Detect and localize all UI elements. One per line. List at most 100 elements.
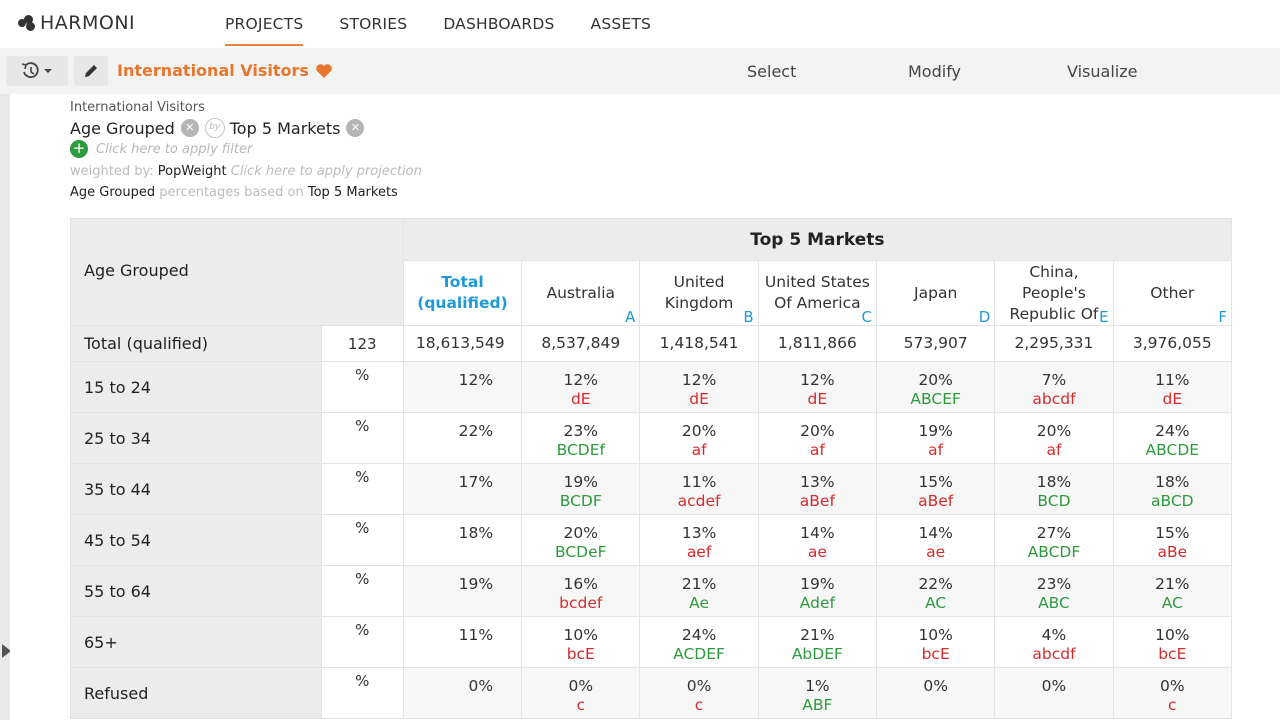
column-header-china[interactable]: China, People's Republic Of E bbox=[994, 260, 1114, 326]
table-row: 55 to 64% 19% 16% bcdef 21% Ae 19% Adef 22% AC 23%… bbox=[70, 565, 1233, 617]
significance-letters: BCD bbox=[1037, 492, 1071, 510]
cell-value: 11% bbox=[681, 473, 717, 491]
table-cell: 18,613,549 bbox=[402, 325, 523, 362]
table-cell: 0% bbox=[402, 667, 523, 719]
row-stat: % bbox=[320, 565, 404, 617]
row-label[interactable]: 25 to 34 bbox=[70, 412, 322, 464]
nav-projects[interactable]: PROJECTS bbox=[207, 0, 321, 48]
significance-letters: Adef bbox=[799, 594, 835, 612]
table-row: 25 to 34% 22% 23% BCDEf 20% af 20% af 19% af 20% af… bbox=[70, 412, 1233, 464]
row-variable[interactable]: Age Grouped bbox=[70, 118, 175, 138]
cell-value: 27% bbox=[1036, 524, 1072, 542]
table-cell: 1,811,866 bbox=[757, 325, 878, 362]
table-cell: 20% af bbox=[639, 412, 759, 464]
mode-modify[interactable]: Modify bbox=[908, 62, 962, 81]
row-label[interactable]: Total (qualified) bbox=[70, 325, 322, 362]
cell-value: 7% bbox=[1041, 371, 1067, 389]
table-row: 45 to 54% 18% 20% BCDeF 13% aef 14% ae 14% ae 27% A… bbox=[70, 514, 1233, 566]
cell-value: 12% bbox=[458, 371, 494, 389]
row-label[interactable]: 35 to 44 bbox=[70, 463, 322, 515]
nav-assets[interactable]: ASSETS bbox=[590, 15, 652, 33]
table-cell: 3,976,055 bbox=[1112, 325, 1233, 362]
significance-letters: abcdf bbox=[1032, 390, 1076, 408]
row-stat: % bbox=[320, 667, 404, 719]
significance-letters: Ae bbox=[689, 594, 709, 612]
significance-letters: af bbox=[1046, 441, 1062, 459]
significance-letters: bcdef bbox=[559, 594, 603, 612]
weight-variable[interactable]: PopWeight bbox=[157, 164, 227, 179]
row-label[interactable]: 65+ bbox=[70, 616, 322, 668]
nav-dashboards[interactable]: DASHBOARDS bbox=[443, 15, 555, 33]
row-label[interactable]: 55 to 64 bbox=[70, 565, 322, 617]
cell-value: 17% bbox=[458, 473, 494, 491]
significance-letters: ABCDF bbox=[1027, 543, 1081, 561]
table-cell: 18% BCD bbox=[994, 463, 1114, 515]
row-label[interactable]: Refused bbox=[70, 667, 322, 719]
significance-letters: ACDEF bbox=[673, 645, 725, 663]
pct-column-variable: Top 5 Markets bbox=[307, 185, 398, 200]
significance-letters: dE bbox=[1162, 390, 1183, 408]
row-stat: % bbox=[320, 361, 404, 413]
table-cell: 12% dE bbox=[757, 361, 878, 413]
column-header-japan[interactable]: Japan D bbox=[876, 260, 996, 326]
heart-icon[interactable] bbox=[315, 63, 333, 79]
row-label[interactable]: 15 to 24 bbox=[70, 361, 322, 413]
column-header-total[interactable]: Total (qualified) bbox=[402, 260, 523, 326]
significance-letters: AC bbox=[1161, 594, 1183, 612]
apply-projection-link[interactable]: Click here to apply projection bbox=[230, 164, 422, 179]
cell-value: 14% bbox=[800, 524, 835, 542]
cell-value: 19% bbox=[918, 422, 953, 440]
mode-visualize[interactable]: Visualize bbox=[1067, 62, 1138, 81]
significance-letters: af bbox=[928, 441, 944, 459]
edit-button[interactable] bbox=[74, 56, 108, 86]
pct-row-variable: Age Grouped bbox=[70, 185, 156, 200]
significance-letters: ABC bbox=[1038, 594, 1070, 612]
cell-value: 24% bbox=[681, 626, 717, 644]
cell-value: 20% bbox=[800, 422, 835, 440]
significance-letters: dE bbox=[570, 390, 591, 408]
banner-title: Top 5 Markets bbox=[402, 218, 1233, 261]
significance-letters: c bbox=[1168, 696, 1177, 714]
significance-letters: ABF bbox=[802, 696, 833, 714]
table-cell: 12% dE bbox=[639, 361, 759, 413]
remove-row-variable-icon[interactable]: ✕ bbox=[180, 119, 199, 137]
cell-value: 10% bbox=[1155, 626, 1190, 644]
significance-letters: c bbox=[694, 696, 704, 714]
document-title[interactable]: International Visitors bbox=[117, 61, 333, 80]
remove-column-variable-icon[interactable]: ✕ bbox=[346, 119, 365, 137]
cell-value: 0% bbox=[1041, 677, 1067, 695]
nav-stories[interactable]: STORIES bbox=[339, 15, 408, 33]
significance-letters: af bbox=[691, 441, 707, 459]
cell-value: 19% bbox=[563, 473, 598, 491]
significance-letters: BCDeF bbox=[554, 543, 607, 561]
significance-letters: aef bbox=[686, 543, 712, 561]
cell-value: 22% bbox=[458, 422, 494, 440]
table-cell: 10% bcE bbox=[876, 616, 996, 668]
row-label[interactable]: 45 to 54 bbox=[70, 514, 322, 566]
column-header-australia[interactable]: Australia A bbox=[521, 260, 641, 326]
table-cell: 15% aBef bbox=[876, 463, 996, 515]
mode-select[interactable]: Select bbox=[747, 62, 797, 81]
significance-letters: ae bbox=[807, 543, 827, 561]
apply-filter-link[interactable]: Click here to apply filter bbox=[96, 141, 253, 157]
significance-letters: BCDEf bbox=[556, 441, 605, 459]
expand-arrow-icon[interactable] bbox=[2, 644, 11, 658]
report-meta: International Visitors Age Grouped ✕ by … bbox=[70, 100, 422, 200]
table-cell: 0% c bbox=[521, 667, 641, 719]
cell-value: 18% bbox=[1155, 473, 1190, 491]
table-cell: 1,418,541 bbox=[639, 325, 759, 362]
column-header-other[interactable]: Other F bbox=[1112, 260, 1233, 326]
table-cell: 17% bbox=[402, 463, 523, 515]
column-header-united-kingdom[interactable]: United Kingdom B bbox=[639, 260, 759, 326]
add-filter-icon[interactable]: + bbox=[70, 140, 88, 158]
table-cell: 13% aef bbox=[639, 514, 759, 566]
left-panel-rail[interactable] bbox=[0, 94, 11, 720]
cell-value: 4% bbox=[1041, 626, 1067, 644]
cell-value: 22% bbox=[918, 575, 953, 593]
harmoni-logo[interactable]: HARMONI bbox=[18, 12, 135, 34]
history-button[interactable] bbox=[6, 56, 68, 86]
column-variable[interactable]: Top 5 Markets bbox=[229, 118, 341, 138]
cell-value: 12% bbox=[563, 371, 598, 389]
dataset-crumb: International Visitors bbox=[70, 100, 205, 115]
column-header-united-states[interactable]: United States Of America C bbox=[757, 260, 878, 326]
